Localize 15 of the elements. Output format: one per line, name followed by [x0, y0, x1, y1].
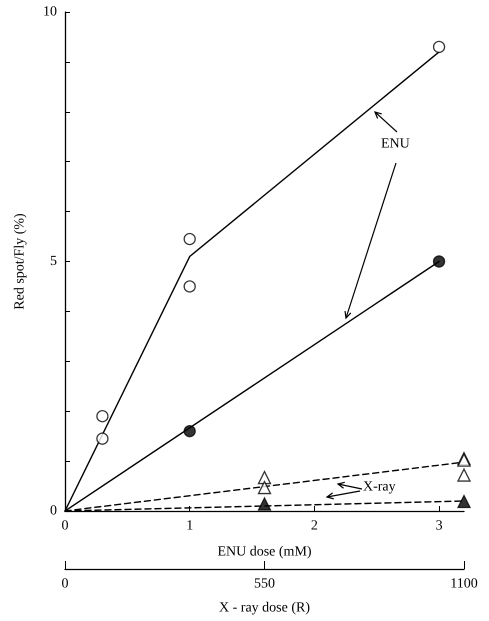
- x2-tick-label: 550: [254, 576, 275, 592]
- x-tick-label: 1: [186, 518, 194, 534]
- x-axis-title: ENU dose (mM): [217, 544, 312, 560]
- annotation: ENU: [381, 136, 410, 152]
- x2-tick-label: 1100: [450, 576, 478, 592]
- y-tick-label: 0: [50, 504, 57, 518]
- x2-tick-label: 0: [62, 576, 68, 592]
- x-tick-label: 0: [62, 518, 68, 534]
- x2-axis-title: X - ray dose (R): [219, 600, 310, 616]
- x-tick-label: 2: [310, 518, 318, 534]
- y-tick-label: 5: [50, 254, 57, 269]
- y-axis-title: Red spot/Fly (%): [12, 212, 28, 310]
- annotation: X-ray: [363, 480, 396, 494]
- y-tick-label: 10: [43, 4, 57, 20]
- x-tick-label: 3: [436, 518, 443, 534]
